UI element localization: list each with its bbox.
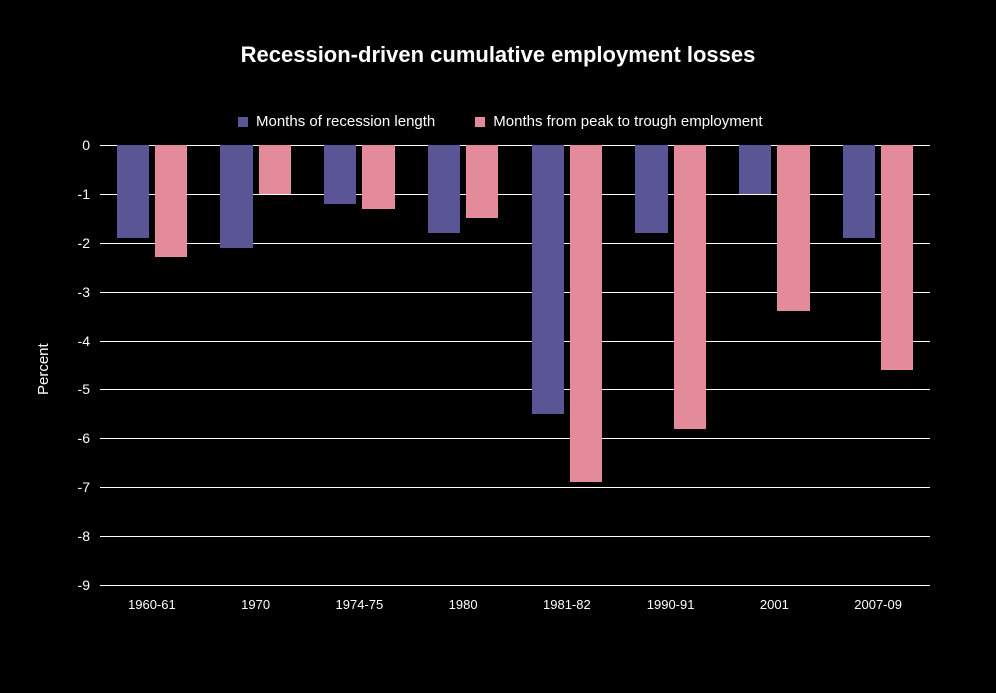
y-tick-label: -7 (50, 479, 90, 495)
gridline (100, 536, 930, 537)
legend-label: Months of recession length (256, 113, 435, 130)
bar (466, 145, 498, 218)
y-tick-label: -1 (50, 186, 90, 202)
bar (570, 145, 602, 482)
x-tick-label: 2007-09 (854, 597, 902, 612)
bar (635, 145, 667, 233)
bar (324, 145, 356, 204)
x-tick-label: 1970 (241, 597, 270, 612)
y-tick-label: -6 (50, 430, 90, 446)
gridline (100, 487, 930, 488)
y-tick-label: -4 (50, 333, 90, 349)
y-tick-label: -5 (50, 381, 90, 397)
bar (259, 145, 291, 194)
x-tick-label: 2001 (760, 597, 789, 612)
gridline (100, 341, 930, 342)
bar (777, 145, 809, 311)
bar (532, 145, 564, 414)
y-tick-label: 0 (50, 137, 90, 153)
x-tick-label: 1974-75 (336, 597, 384, 612)
gridline (100, 389, 930, 390)
bar (843, 145, 875, 238)
y-tick-label: -3 (50, 284, 90, 300)
bar (428, 145, 460, 233)
x-tick-label: 1981-82 (543, 597, 591, 612)
legend-swatch (238, 117, 248, 127)
bar (674, 145, 706, 429)
x-tick-label: 1960-61 (128, 597, 176, 612)
bar (220, 145, 252, 248)
legend-item: Months from peak to trough employment (475, 113, 762, 130)
legend-label: Months from peak to trough employment (493, 113, 762, 130)
chart-title: Recession-driven cumulative employment l… (0, 42, 996, 68)
bar (117, 145, 149, 238)
y-tick-label: -9 (50, 577, 90, 593)
gridline (100, 585, 930, 586)
y-tick-label: -8 (50, 528, 90, 544)
legend: Months of recession length Months from pe… (238, 113, 803, 130)
x-tick-label: 1990-91 (647, 597, 695, 612)
bar (155, 145, 187, 257)
legend-item: Months of recession length (238, 113, 435, 130)
x-tick-label: 1980 (449, 597, 478, 612)
bar (881, 145, 913, 370)
bar (362, 145, 394, 209)
gridline (100, 438, 930, 439)
chart-container: Recession-driven cumulative employment l… (0, 0, 996, 693)
bar (739, 145, 771, 194)
plot-area (100, 145, 930, 585)
legend-swatch (475, 117, 485, 127)
y-tick-label: -2 (50, 235, 90, 251)
